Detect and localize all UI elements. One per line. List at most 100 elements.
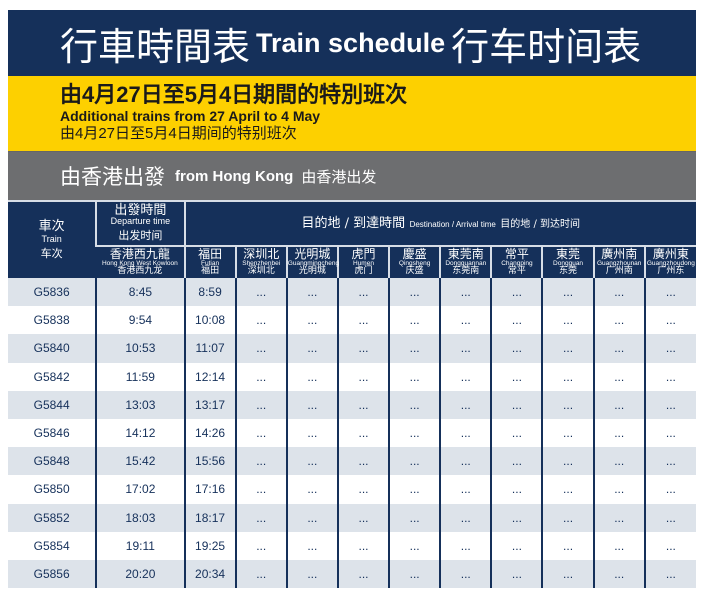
time-cell: ... [336,278,390,307]
time-cell: 20:34 [183,559,236,589]
station-tc: 東莞 [556,247,581,262]
time-cell: 20:20 [95,559,185,589]
station-header: 常平 Changping 常平 [490,245,543,278]
title-tc: 行車時間表 [60,26,251,69]
time-cell: ... [234,559,287,589]
time-cell: ... [388,418,441,448]
time-cell: ... [592,559,645,589]
time-cell: ... [439,531,492,560]
time-cell: ... [388,475,441,504]
time-cell: ... [439,334,492,363]
station-sc: 广州南 [605,266,633,277]
station-sc: 常平 [507,266,526,277]
time-cell: ... [234,475,287,504]
time-cell: ... [541,334,594,363]
station-sc: 虎门 [354,266,373,277]
station-sc: 东莞 [559,266,578,277]
time-cell: ... [285,559,338,589]
notice-tc: 由4月27日至5月4日期間的特別班次 [60,82,408,107]
time-cell: ... [643,278,696,307]
table-row: G5854 19:11 19:25.........................… [8,531,696,560]
time-cell: ... [336,334,390,363]
time-cell: ... [643,306,696,335]
station-sc: 东莞南 [452,266,480,277]
title-en: Train schedule [256,27,446,58]
station-header: 虎門 Humen 虎门 [336,245,390,278]
time-cell: 15:56 [183,447,236,476]
time-cell: ... [336,447,390,476]
train-number: G5850 [8,475,97,504]
train-number: G5848 [8,447,97,476]
station-tc: 慶盛 [402,247,427,262]
station-sc: 香港西九龙 [117,266,163,277]
time-cell: 15:42 [95,447,185,476]
time-cell: ... [439,278,492,307]
station-en: Guangzhoudong [646,259,695,267]
time-cell: ... [285,503,338,532]
station-sc: 广州东 [657,266,685,277]
station-sc: 福田 [201,266,220,277]
time-cell: ... [490,278,543,307]
time-cell: ... [439,418,492,448]
time-cell: ... [336,362,390,391]
station-header: 光明城 Guangmingcheng 光明城 [285,245,339,278]
table-row: G5844 13:03 13:17.........................… [8,390,696,419]
train-number: G5856 [8,559,97,589]
station-tc: 常平 [504,247,529,262]
time-cell: ... [541,390,594,419]
time-cell: 19:11 [95,531,185,560]
time-cell: ... [234,334,287,363]
time-cell: ... [490,475,543,504]
station-tc: 東莞南 [447,247,484,262]
station-tc: 深圳北 [243,247,280,262]
time-cell: ... [490,559,543,589]
station-en: Guangzhounan [596,259,642,267]
station-sc: 庆盛 [405,266,424,277]
direction-banner: 由香港出發 from Hong Kong 由香港出发 [8,152,696,200]
time-cell: ... [388,503,441,532]
time-cell: ... [643,390,696,419]
time-cell: 14:26 [183,418,236,448]
train-number: G5852 [8,503,97,532]
time-cell: 11:07 [183,334,236,363]
time-cell: 10:53 [95,334,185,363]
time-cell: ... [643,531,696,560]
header-destination: 目的地 / 到達時間 Destination / Arrival time 目的… [183,200,696,246]
time-cell: 18:03 [95,503,185,532]
time-cell: ... [643,475,696,504]
station-header: 福田 Futian 福田 [183,245,236,278]
time-cell: ... [592,278,645,307]
time-cell: ... [388,306,441,335]
time-cell: ... [234,362,287,391]
notice-en: Additional trains from 27 April to 4 May [60,108,321,124]
time-cell: ... [592,334,645,363]
station-en: Shenzhenbei [242,259,281,267]
time-cell: ... [234,306,287,335]
schedule-table: 車次 Train 车次 出發時間 Departure time 出发时间 目的地… [8,200,696,589]
time-cell: ... [285,531,338,560]
time-cell: 18:17 [183,503,236,532]
time-cell: ... [643,559,696,589]
station-sc: 光明城 [298,266,326,277]
table-row: G5846 14:12 14:26.........................… [8,418,696,448]
time-cell: ... [541,559,594,589]
time-cell: ... [285,362,338,391]
time-cell: ... [643,334,696,363]
time-cell: ... [439,475,492,504]
time-cell: ... [285,390,338,419]
time-cell: ... [541,475,594,504]
time-cell: ... [234,418,287,448]
table-row: G5852 18:03 18:17.........................… [8,503,696,532]
schedule: 行車時間表 Train schedule 行车时间表 由4月27日至5月4日期間… [8,10,696,589]
time-cell: ... [336,418,390,448]
station-tc: 廣州東 [652,247,689,262]
station-header: 東莞 Dongguan 东莞 [541,245,594,278]
time-cell: ... [388,362,441,391]
table-row: G5856 20:20 20:34.........................… [8,559,696,589]
time-cell: ... [541,503,594,532]
time-cell: ... [285,447,338,476]
train-number: G5854 [8,531,97,560]
time-cell: 11:59 [95,362,185,391]
table-row: G5848 15:42 15:56.........................… [8,447,696,476]
time-cell: ... [234,390,287,419]
